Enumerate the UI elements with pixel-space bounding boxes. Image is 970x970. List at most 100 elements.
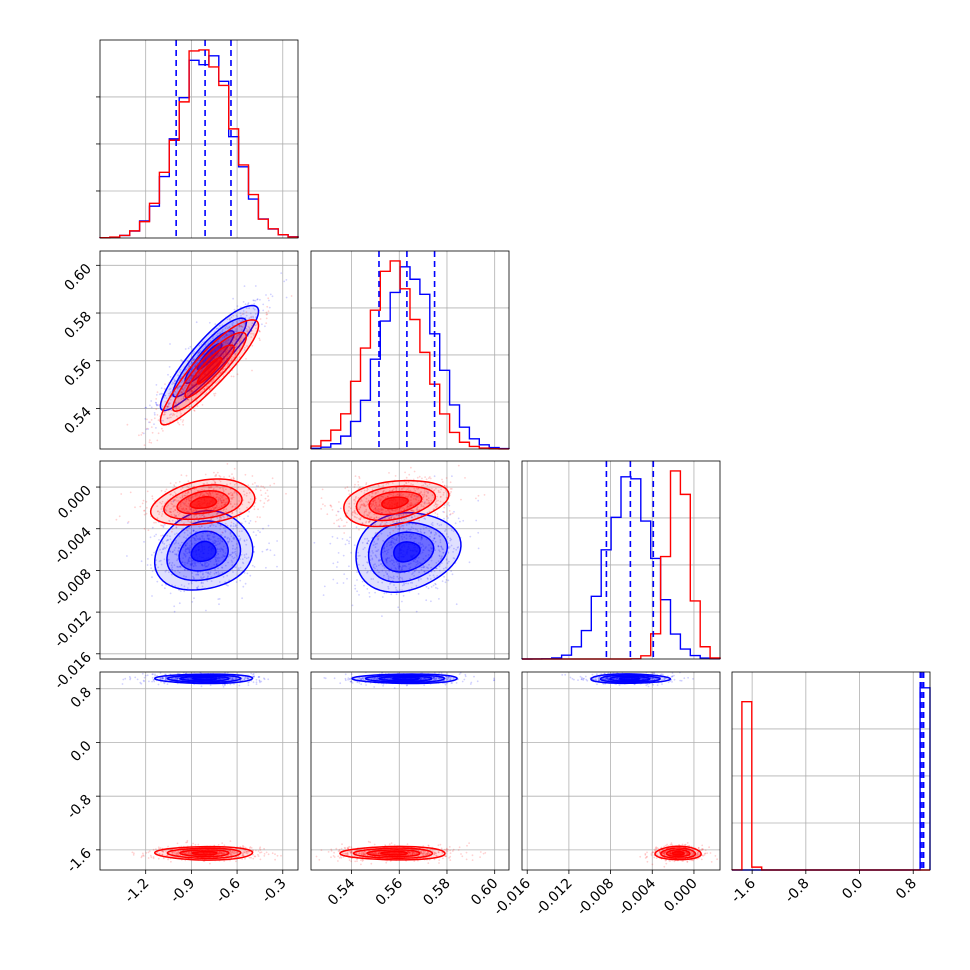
scatter-point <box>215 334 218 337</box>
scatter-point <box>164 394 167 397</box>
scatter-point <box>448 560 450 563</box>
scatter-point <box>438 550 441 553</box>
scatter-point <box>367 561 369 564</box>
scatter-point <box>181 494 184 497</box>
scatter-point <box>224 555 227 558</box>
scatter-point <box>369 511 372 514</box>
scatter-point <box>427 549 430 552</box>
scatter-point <box>419 562 422 565</box>
joint-panel <box>99 250 299 450</box>
scatter-point <box>162 525 165 527</box>
scatter-point <box>225 335 228 337</box>
scatter-point <box>251 483 254 485</box>
scatter-point <box>174 505 176 508</box>
scatter-point <box>421 543 424 546</box>
scatter-point <box>190 508 192 511</box>
scatter-point <box>173 549 176 551</box>
scatter-point <box>208 354 211 356</box>
scatter-point <box>414 522 417 525</box>
scatter-point <box>216 493 218 496</box>
scatter-point <box>189 387 192 389</box>
scatter-point <box>276 565 278 568</box>
scatter-point <box>234 330 237 333</box>
scatter-point <box>201 585 204 588</box>
scatter-point <box>242 490 245 493</box>
scatter-point <box>397 566 400 569</box>
scatter-point <box>192 374 195 377</box>
scatter-point <box>412 527 415 530</box>
scatter-point <box>223 503 226 506</box>
scatter-point <box>388 541 390 544</box>
scatter-point <box>243 554 246 556</box>
scatter-point <box>192 575 194 578</box>
scatter-point <box>384 550 386 553</box>
scatter-point <box>227 338 230 341</box>
scatter-point <box>220 350 222 353</box>
scatter-point <box>226 353 229 356</box>
panel-frame <box>731 671 931 871</box>
scatter-point <box>392 559 395 562</box>
scatter-point <box>212 524 215 527</box>
scatter-point <box>427 499 430 502</box>
scatter-point <box>189 508 192 510</box>
scatter-point <box>245 314 248 317</box>
scatter-point <box>419 528 422 531</box>
scatter-point <box>375 501 377 504</box>
joint-panel <box>310 460 510 660</box>
scatter-point <box>442 510 445 513</box>
scatter-point <box>206 580 209 582</box>
scatter-point <box>430 559 433 562</box>
scatter-point <box>187 548 190 551</box>
scatter-point <box>402 486 405 489</box>
scatter-point <box>224 564 227 567</box>
scatter-point <box>226 524 229 527</box>
scatter-point <box>190 489 193 492</box>
scatter-point <box>219 542 221 544</box>
scatter-point <box>415 561 417 564</box>
scatter-point <box>168 416 171 419</box>
scatter-point <box>438 598 440 600</box>
scatter-point <box>223 349 226 351</box>
scatter-point <box>190 542 193 545</box>
scatter-point <box>360 504 362 506</box>
scatter-point <box>359 506 362 509</box>
scatter-point <box>166 405 168 408</box>
scatter-point <box>115 518 118 521</box>
contour-line <box>163 484 243 521</box>
scatter-point <box>150 567 153 570</box>
scatter-point <box>449 492 451 495</box>
scatter-point <box>225 355 228 358</box>
scatter-point <box>230 491 232 494</box>
scatter-point <box>368 520 371 523</box>
scatter-point <box>254 324 257 327</box>
scatter-point <box>202 576 204 579</box>
scatter-point <box>199 371 202 374</box>
scatter-point <box>179 544 182 547</box>
scatter-point <box>231 496 234 499</box>
scatter-point <box>227 353 230 356</box>
scatter-point <box>161 393 164 395</box>
scatter-point <box>450 544 453 547</box>
scatter-point <box>201 492 203 494</box>
scatter-point <box>216 352 218 355</box>
scatter-point <box>189 560 191 563</box>
scatter-point <box>264 325 266 328</box>
scatter-point <box>445 496 448 499</box>
contour-line <box>196 356 223 385</box>
scatter-point <box>405 582 407 585</box>
scatter-point <box>204 509 207 512</box>
contour-line <box>166 520 242 582</box>
scatter-point <box>238 684 241 687</box>
scatter-point <box>351 604 354 607</box>
scatter-point <box>452 530 455 533</box>
scatter-point <box>381 508 384 511</box>
scatter-point <box>165 676 167 679</box>
scatter-point <box>267 524 270 527</box>
scatter-point <box>389 531 391 534</box>
scatter-point <box>423 517 426 520</box>
scatter-point <box>201 537 204 539</box>
scatter-point <box>249 312 252 315</box>
scatter-point <box>209 571 212 574</box>
scatter-point <box>161 540 164 543</box>
scatter-point <box>392 494 395 497</box>
